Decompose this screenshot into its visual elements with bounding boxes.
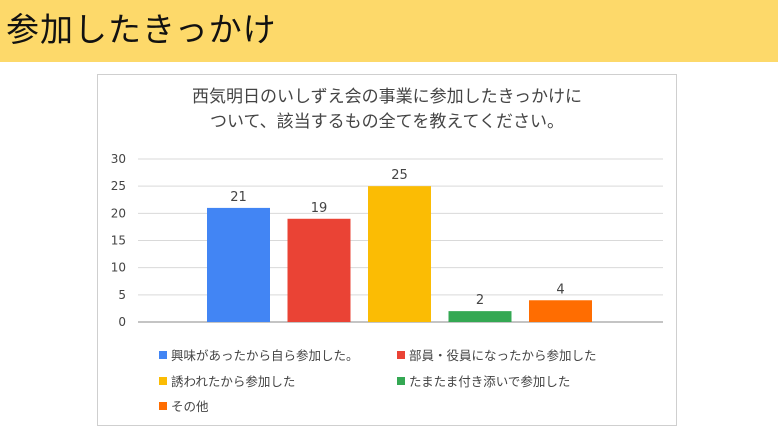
bar-chart: 30 25 20 15 10 5 0 21 19 25 2 4: [111, 152, 663, 329]
y-tick-label: 15: [111, 234, 126, 248]
data-label: 19: [311, 201, 328, 216]
legend-label: その他: [171, 399, 209, 414]
y-tick-label: 0: [118, 315, 126, 329]
chart-frame: 西気明日のいしずえ会の事業に参加したきっかけに ついて、該当するもの全てを教えて…: [97, 74, 677, 426]
data-label: 2: [476, 293, 484, 308]
y-tick-label: 30: [111, 152, 126, 166]
legend-item: たまたま付き添いで参加した: [397, 374, 570, 390]
legend-item: 誘われたから参加した: [159, 374, 295, 390]
y-tick-label: 10: [111, 261, 126, 275]
chart-title: 西気明日のいしずえ会の事業に参加したきっかけに ついて、該当するもの全てを教えて…: [98, 85, 676, 135]
header-band: 参加したきっかけ: [0, 0, 778, 62]
bar: [207, 207, 270, 322]
legend-label: 部員・役員になったから参加した: [409, 348, 597, 363]
y-tick-label: 5: [118, 288, 126, 302]
chart-title-line2: ついて、該当するもの全てを教えてください。: [210, 112, 564, 132]
bar: [368, 186, 431, 322]
legend-item: その他: [159, 399, 209, 415]
y-tick-label: 25: [111, 179, 126, 193]
data-label: 4: [556, 282, 564, 297]
bar: [448, 311, 512, 322]
chart-title-line1: 西気明日のいしずえ会の事業に参加したきっかけに: [192, 87, 582, 107]
legend-label: 誘われたから参加した: [171, 374, 296, 389]
legend-swatch: [397, 351, 405, 359]
legend-swatch: [159, 377, 167, 385]
legend-swatch: [397, 377, 405, 385]
legend-item: 部員・役員になったから参加した: [397, 348, 597, 364]
legend-label: たまたま付き添いで参加した: [409, 374, 571, 389]
page-title: 参加したきっかけ: [6, 10, 277, 49]
legend-swatch: [159, 402, 167, 410]
bar: [529, 300, 592, 322]
y-tick-label: 20: [111, 206, 126, 220]
legend-item: 興味があったから自ら参加した。: [159, 348, 359, 364]
data-label: 25: [391, 168, 408, 183]
legend-swatch: [159, 351, 167, 359]
bar: [287, 218, 351, 322]
data-label: 21: [230, 190, 247, 205]
legend-label: 興味があったから自ら参加した。: [171, 348, 359, 363]
